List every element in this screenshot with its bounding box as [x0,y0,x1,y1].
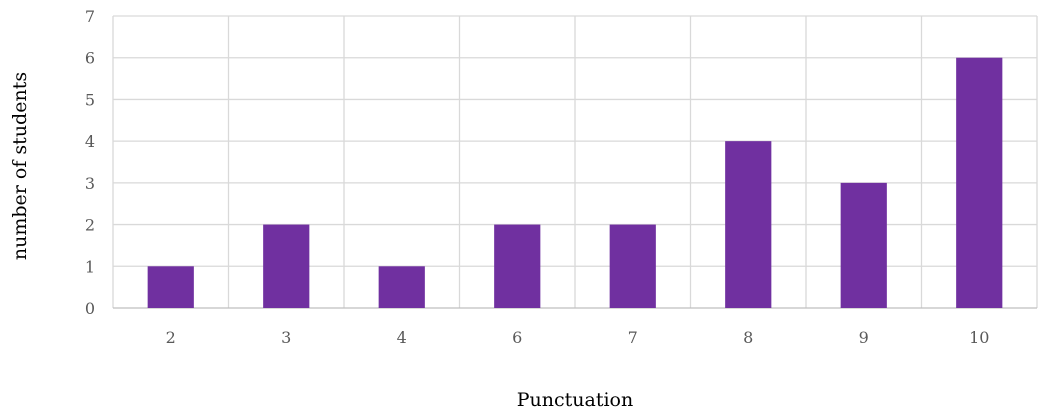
y-tick-label: 3 [85,174,95,193]
bar [147,266,194,308]
y-tick-label: 7 [85,7,95,26]
bar [263,224,310,308]
bar [378,266,425,308]
y-tick-label: 4 [85,132,95,151]
x-tick-label: 9 [859,328,869,347]
grid-lines [112,15,1038,309]
x-tick-label: 2 [166,328,176,347]
y-tick-label: 6 [85,49,95,68]
x-axis-title: Punctuation [517,389,634,411]
y-tick-label: 0 [85,299,95,318]
bars [147,57,1003,308]
y-tick-label: 1 [85,257,95,276]
x-tick-label: 6 [512,328,522,347]
y-tick-label: 5 [85,90,95,109]
bar [725,141,772,308]
x-tick-label: 4 [397,328,407,347]
bar [840,182,887,308]
x-tick-label: 8 [743,328,753,347]
y-tick-label: 2 [85,216,95,235]
x-tick-label: 3 [281,328,291,347]
bar [956,57,1003,308]
x-tick-labels: 2 3 4 6 7 8 9 10 [166,328,990,347]
x-tick-label: 10 [969,328,989,347]
y-tick-labels: 0 1 2 3 4 5 6 7 [85,7,95,318]
bar [609,224,656,308]
bar [494,224,541,308]
y-axis-title: number of students [9,72,31,260]
x-tick-label: 7 [628,328,638,347]
